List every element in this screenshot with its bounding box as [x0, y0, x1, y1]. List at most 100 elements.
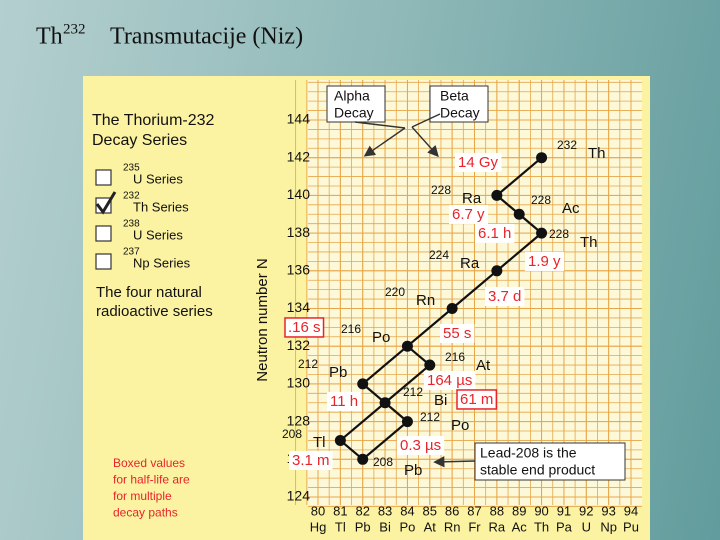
nuclide — [424, 359, 436, 371]
nuclide-symbol: Rn — [416, 292, 435, 309]
nuclide-symbol: At — [476, 357, 491, 374]
half-life-box — [284, 317, 325, 338]
half-life-background — [397, 435, 445, 455]
nuclide — [536, 227, 548, 239]
nuclide — [446, 303, 458, 314]
pointer — [354, 121, 406, 129]
nuclide-symbol: Th — [580, 234, 598, 251]
nuclide-mass: 216 — [341, 322, 361, 336]
half-life: 0.3 µs — [400, 437, 441, 454]
checkbox — [95, 225, 112, 242]
element-label: Pu — [623, 519, 639, 534]
decay-path — [451, 269, 498, 310]
half-life-background — [455, 152, 502, 172]
half-life-background — [475, 223, 515, 243]
x-tick-label: 80 — [311, 503, 325, 518]
pointer — [411, 126, 439, 158]
end-note: Lead-208 is the — [480, 445, 577, 461]
x-tick-label: 91 — [557, 503, 571, 518]
half-life-background — [440, 323, 475, 343]
nuclide-symbol: Pb — [329, 364, 347, 381]
y-tick-label: 142 — [287, 148, 311, 164]
element-label: Pb — [355, 519, 371, 534]
nuclide-mass: 228 — [431, 183, 451, 197]
title-superscript: 232 — [63, 21, 86, 37]
series-mass: 238 — [123, 219, 140, 230]
half-life: 14 Gy — [458, 154, 499, 171]
pointer — [411, 113, 441, 128]
half-life-background — [485, 286, 525, 306]
series-label: Np Series — [133, 255, 191, 270]
nuclide-mass: 220 — [385, 285, 405, 299]
nuclide-symbol: Po — [451, 417, 469, 434]
decay-path — [384, 364, 431, 404]
nuclide — [357, 378, 369, 390]
nuclide-symbol: Bi — [434, 392, 447, 409]
x-tick-label: 87 — [467, 503, 481, 518]
decay-path — [406, 307, 453, 348]
half-life-background — [327, 391, 362, 411]
element-label: Bi — [379, 519, 391, 534]
y-tick-label: 132 — [287, 337, 311, 353]
nuclide-symbol: Tl — [313, 434, 326, 451]
series-mass: 235 — [123, 163, 140, 174]
half-life-background — [289, 450, 333, 470]
element-label: Ac — [512, 519, 528, 534]
nuclide-symbol: Th — [588, 145, 606, 162]
nuclide — [334, 434, 346, 446]
nuclide — [357, 453, 369, 465]
pointer — [433, 456, 476, 468]
half-life: 11 h — [330, 393, 358, 410]
caption: The four natural — [96, 284, 202, 301]
title-rest: Transmutacije (Niz) — [110, 24, 303, 50]
x-tick-label: 89 — [512, 503, 526, 518]
end-note-box — [474, 442, 626, 481]
half-life: .16 s — [288, 319, 321, 336]
alpha-box-text: Alpha — [334, 88, 370, 104]
element-label: Pa — [556, 519, 573, 534]
element-label: Hg — [310, 519, 327, 534]
alpha-box-text: Decay — [334, 105, 374, 121]
half-life: 6.1 h — [478, 225, 511, 242]
half-life-background — [449, 204, 489, 224]
nuclide — [536, 152, 548, 164]
element-label: Ra — [489, 519, 506, 534]
nuclide-mass: 224 — [429, 248, 449, 262]
x-tick-label: 90 — [534, 503, 548, 518]
element-label: Tl — [335, 519, 346, 534]
nuclide — [491, 189, 503, 201]
beta-box-text: Decay — [440, 105, 480, 121]
nuclide — [401, 416, 413, 428]
heading: Decay Series — [92, 132, 187, 149]
nuclide-symbol: Ra — [462, 190, 482, 207]
x-tick-label: 94 — [624, 503, 638, 518]
half-life: 164 µs — [427, 372, 472, 389]
y-tick-label: 144 — [287, 111, 311, 127]
note: decay paths — [113, 506, 178, 520]
nuclide-mass: 212 — [403, 385, 423, 399]
series-label: U Series — [133, 227, 183, 242]
element-label: Fr — [468, 519, 481, 534]
element-label: Po — [399, 519, 415, 534]
nuclide-mass: 228 — [549, 227, 569, 241]
note: for half-life are — [113, 473, 190, 487]
y-tick-label: 130 — [287, 375, 311, 391]
half-life: 55 s — [443, 325, 471, 342]
x-tick-label: 86 — [445, 503, 459, 518]
decay-path — [339, 401, 386, 442]
end-note: stable end product — [480, 462, 595, 478]
heading: The Thorium-232 — [92, 112, 215, 129]
half-life: 6.7 y — [452, 206, 485, 223]
y-axis-label: Neutron number N — [254, 258, 271, 381]
nuclide-mass: 232 — [557, 138, 577, 152]
x-tick-label: 88 — [490, 503, 504, 518]
half-life: 3.7 d — [488, 288, 521, 305]
x-tick-label: 92 — [579, 503, 593, 518]
half-life: 3.1 m — [292, 452, 330, 469]
nuclide-symbol: Pb — [404, 462, 422, 479]
y-tick-label: 134 — [287, 299, 311, 315]
title-main: Th — [36, 24, 63, 50]
nuclide-mass: 208 — [282, 427, 302, 441]
